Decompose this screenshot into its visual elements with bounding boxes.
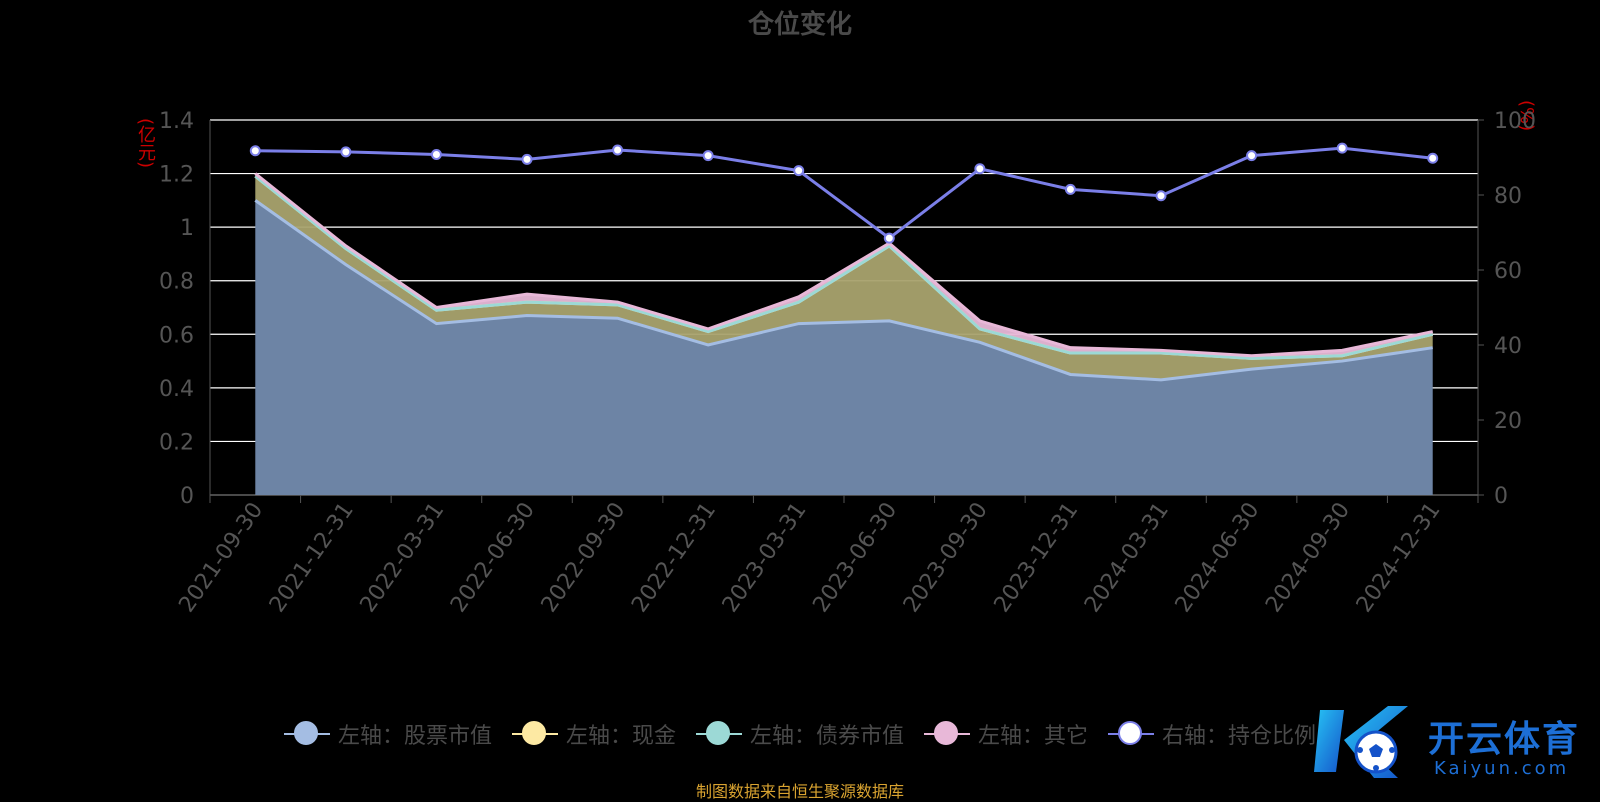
legend-swatch-icon xyxy=(511,720,558,748)
left-tick-label: 0.4 xyxy=(159,377,194,402)
ratio-point xyxy=(1246,150,1258,162)
legend-item[interactable]: 左轴：债券市值 xyxy=(695,718,904,750)
left-tick-label: 1.4 xyxy=(159,109,194,134)
right-tick-label: 40 xyxy=(1494,334,1522,359)
ratio-point xyxy=(612,144,624,156)
left-tick-label: 1 xyxy=(180,216,194,241)
x-tick-label: 2023-12-31 xyxy=(990,498,1084,617)
ratio-point xyxy=(521,153,533,165)
right-tick-label: 20 xyxy=(1494,409,1522,434)
x-tick-label: 2023-06-30 xyxy=(808,498,902,617)
ratio-point xyxy=(1155,190,1167,202)
ratio-point xyxy=(249,145,261,157)
x-tick-label: 2024-12-31 xyxy=(1352,498,1446,617)
x-tick-label: 2023-03-31 xyxy=(718,498,812,617)
chart-title: 仓位变化 xyxy=(747,10,852,40)
legend-label: 右轴：持仓比例 xyxy=(1162,724,1317,749)
left-tick-label: 1.2 xyxy=(159,163,194,188)
series-line-3 xyxy=(254,172,1434,358)
ratio-point xyxy=(974,163,986,175)
ratio-point xyxy=(702,150,714,162)
ratio-point xyxy=(340,146,352,158)
area-0 xyxy=(255,200,1433,495)
legend-label: 左轴：其它 xyxy=(978,724,1089,749)
right-tick-label: 100 xyxy=(1494,109,1536,134)
x-tick-label: 2021-09-30 xyxy=(174,498,268,617)
ratio-point xyxy=(883,232,895,244)
left-tick-label: 0.2 xyxy=(159,430,194,455)
area-1 xyxy=(255,176,1433,380)
x-tick-label: 2023-09-30 xyxy=(899,498,993,617)
left-tick-label: 0.6 xyxy=(159,323,194,348)
watermark-brand: 开云体育 xyxy=(1428,719,1581,760)
legend-item[interactable]: 右轴：持仓比例 xyxy=(1108,718,1316,750)
left-tick-label: 0.8 xyxy=(159,270,194,295)
x-tick-label: 2024-09-30 xyxy=(1261,498,1355,617)
legend-label: 左轴：债券市值 xyxy=(749,724,904,749)
x-tick-label: 2024-06-30 xyxy=(1171,498,1265,617)
left-axis-unit: (亿元) xyxy=(135,118,156,169)
legend-item[interactable]: 左轴：现金 xyxy=(511,718,676,750)
series-line-2 xyxy=(254,175,1434,360)
ratio-point xyxy=(793,165,805,177)
ratio-line xyxy=(255,146,1433,241)
legend-swatch-icon xyxy=(695,720,742,748)
x-tick-label: 2022-12-31 xyxy=(627,498,721,617)
right-tick-label: 80 xyxy=(1494,184,1522,209)
legend-item[interactable]: 左轴：其它 xyxy=(924,718,1088,750)
soccer-ball-icon xyxy=(1314,706,1408,778)
data-source-note: 制图数据来自恒生聚源数据库 xyxy=(695,782,904,801)
x-tick-label: 2022-09-30 xyxy=(537,498,631,617)
x-tick-label: 2024-03-31 xyxy=(1080,498,1174,617)
ratio-point xyxy=(1064,183,1076,195)
series-line-0 xyxy=(254,199,1433,382)
legend-label: 左轴：现金 xyxy=(565,724,676,749)
right-tick-label: 60 xyxy=(1494,259,1522,284)
x-tick-label: 2021-12-31 xyxy=(265,498,359,617)
right-tick-label: 0 xyxy=(1494,484,1508,509)
watermark-logo: 开云体育 Kaiyun.com xyxy=(1310,700,1600,790)
legend-label: 左轴：股票市值 xyxy=(337,724,492,749)
x-tick-label: 2022-06-30 xyxy=(446,498,540,617)
ratio-point xyxy=(1427,152,1439,164)
chart-legend: 左轴：股票市值 左轴：现金 左轴：债券市值 左轴：其它 右轴：持仓比例 xyxy=(0,718,1600,750)
legend-swatch-icon xyxy=(924,720,970,748)
ratio-point xyxy=(1336,142,1348,154)
right-axis-unit: (%) xyxy=(1516,100,1537,132)
legend-swatch-icon xyxy=(283,720,330,748)
left-tick-label: 0 xyxy=(180,484,194,509)
x-tick-label: 2022-03-31 xyxy=(356,498,450,617)
watermark-url: Kaiyun.com xyxy=(1434,758,1570,779)
ratio-point xyxy=(430,149,442,160)
legend-swatch-icon xyxy=(1108,720,1155,748)
legend-item[interactable]: 左轴：股票市值 xyxy=(283,718,492,750)
